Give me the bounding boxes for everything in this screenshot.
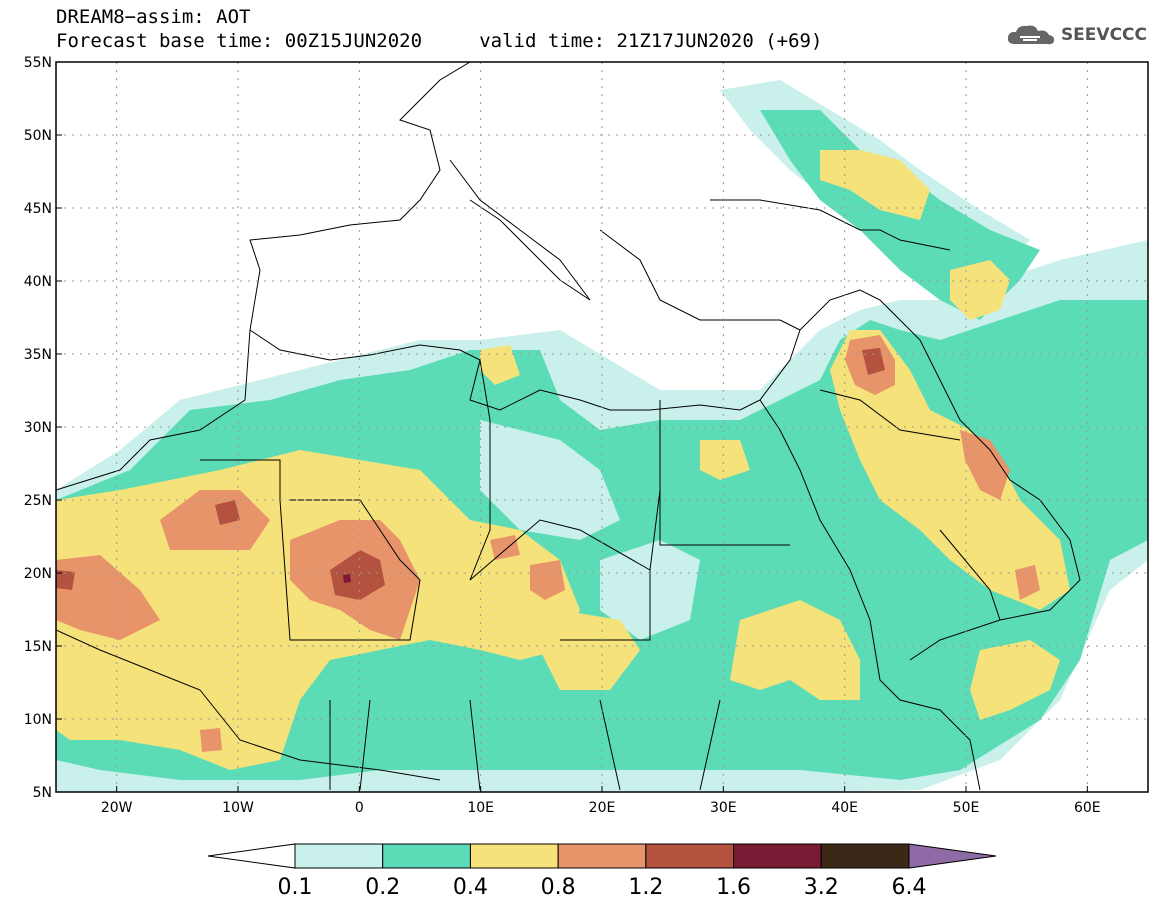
aot-band-0.8 xyxy=(960,430,1010,500)
colorbar-label: 1.2 xyxy=(628,875,664,900)
x-tick-label: 20E xyxy=(589,800,616,816)
x-tick-label: 10E xyxy=(467,800,494,816)
logo-text: SEEVCCC xyxy=(1060,25,1147,45)
x-tick-label: 10W xyxy=(222,800,254,816)
y-tick-label: 40N xyxy=(24,274,52,290)
border xyxy=(469,359,661,581)
x-tick-label: 30E xyxy=(710,800,737,816)
colorbar-cell xyxy=(820,843,910,869)
aot-band-0.8 xyxy=(56,555,160,640)
forecast-times: Forecast base time: 00Z15JUN2020 valid t… xyxy=(56,30,823,52)
colorbar xyxy=(207,843,997,869)
x-tick-label: 20W xyxy=(101,800,133,816)
border xyxy=(200,459,421,641)
colorbar-label: 3.2 xyxy=(803,875,839,900)
aot-band-0.4 xyxy=(540,610,640,690)
aot-band-0.4 xyxy=(480,345,520,385)
colorbar-label: 1.6 xyxy=(716,875,752,900)
aot-band-0.8 xyxy=(530,560,565,600)
aot-band-1.2 xyxy=(56,570,75,590)
aot-band-0.8 xyxy=(160,490,270,550)
coastline xyxy=(56,629,441,781)
aot-band-0.4 xyxy=(700,440,750,480)
aot-band-0.4 xyxy=(820,150,930,220)
aot-band-0.4 xyxy=(970,640,1060,720)
aot-band-1.2 xyxy=(330,550,385,600)
coastline xyxy=(449,159,591,301)
border xyxy=(329,699,721,791)
coastline xyxy=(799,289,1081,661)
colorbar-label: 0.8 xyxy=(540,875,576,900)
coastline xyxy=(249,329,801,411)
aot-band-3.2 xyxy=(343,574,351,583)
y-tick-label: 30N xyxy=(24,420,52,436)
colorbar-cell xyxy=(294,843,384,869)
colorbar-label: 0.1 xyxy=(277,875,313,900)
colorbar-cell xyxy=(469,843,559,869)
y-tick-label: 5N xyxy=(33,785,52,801)
colorbar-cell xyxy=(382,843,471,869)
aot-band-0.4 xyxy=(730,600,860,700)
y-tick-label: 55N xyxy=(24,55,52,71)
border xyxy=(819,389,1001,621)
y-tick-label: 10N xyxy=(24,712,52,728)
y-tick-label: 45N xyxy=(24,201,52,217)
border xyxy=(560,400,790,641)
aot-band-0.4 xyxy=(950,260,1010,320)
x-tick-label: 40E xyxy=(831,800,858,816)
colorbar-cell xyxy=(645,843,735,869)
aot-band-0.4 xyxy=(830,330,1070,610)
cloud-icon xyxy=(1007,25,1055,45)
x-tick-label: 0 xyxy=(355,800,364,816)
coastline xyxy=(56,62,471,491)
seevccc-logo: SEEVCCC xyxy=(1005,22,1147,48)
y-tick-label: 15N xyxy=(24,639,52,655)
coastline xyxy=(599,229,801,331)
colorbar-above-arrow xyxy=(908,843,997,869)
colorbar-label: 0.2 xyxy=(365,875,401,900)
y-tick-label: 25N xyxy=(24,493,52,509)
colorbar-cell xyxy=(557,843,647,869)
x-tick-label: 50E xyxy=(953,800,980,816)
colorbar-label: 6.4 xyxy=(891,875,927,900)
y-tick-label: 35N xyxy=(24,347,52,363)
colorbar-below-arrow xyxy=(207,843,296,869)
coastline xyxy=(759,399,981,791)
map-title: DREAM8−assim: AOT xyxy=(56,6,251,28)
colorbar-cell xyxy=(733,843,822,869)
colorbar-label: 0.4 xyxy=(452,875,488,900)
aot-band-0.8 xyxy=(490,535,520,560)
coastline xyxy=(710,199,951,251)
aot-map: 20W 10W 0 10E 20E 30E 40E 50E 60E 5N 10N 15N 20N 25N… xyxy=(24,55,1149,816)
aot-band-1.2 xyxy=(215,500,240,525)
y-tick-label: 20N xyxy=(24,566,52,582)
aot-band-0.8 xyxy=(1015,565,1040,600)
aot-band-0.1 xyxy=(480,420,620,540)
x-tick-label: 60E xyxy=(1074,800,1101,816)
y-tick-label: 50N xyxy=(24,128,52,144)
aot-band-1.2 xyxy=(862,348,885,375)
aot-band-0.8 xyxy=(200,728,222,752)
